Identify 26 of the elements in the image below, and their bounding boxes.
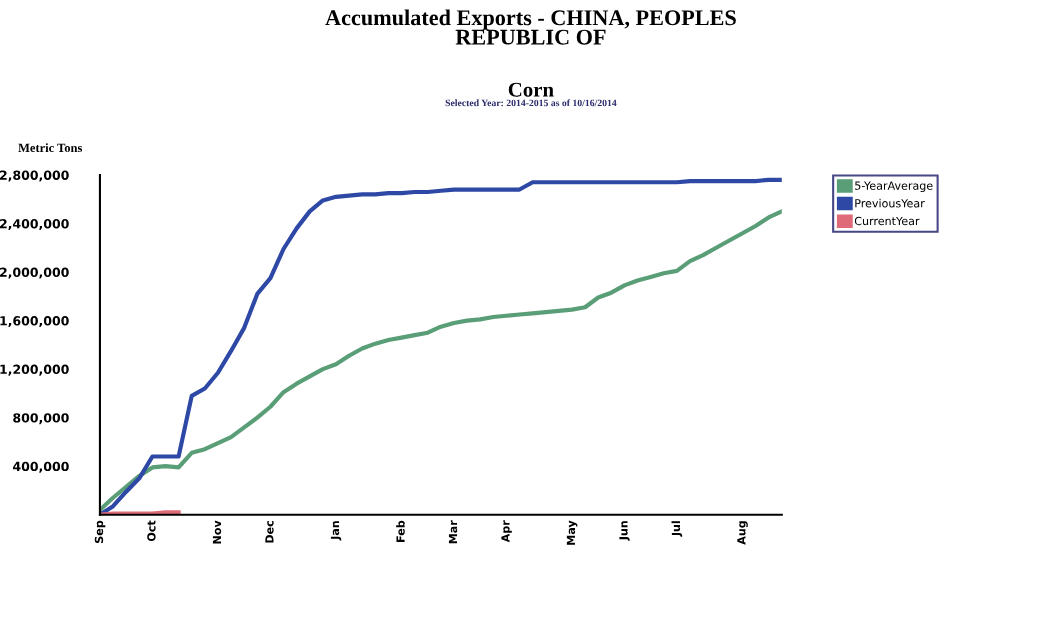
x-tick-label: May [566, 520, 578, 545]
y-tick-label: 800,000 [13, 413, 69, 425]
x-tick-label: Apr [501, 520, 512, 543]
legend-label: CurrentYear [854, 216, 920, 226]
x-tick-label: Dec [265, 521, 274, 543]
x-tick-label: Jan [330, 521, 342, 541]
y-tick-label: 2,000,000 [0, 267, 69, 279]
y-tick-label: 2,400,000 [0, 219, 69, 231]
legend-label: PreviousYear [855, 198, 925, 208]
x-tick-label: Aug [737, 521, 748, 545]
x-tick-label: Feb [396, 520, 405, 542]
x-tick-label: Mar [448, 520, 458, 544]
chart-subtitle: Corn [508, 82, 554, 97]
y-tick-label: 2,800,000 [0, 170, 69, 182]
y-tick-label: 1,600,000 [0, 316, 69, 328]
text: Selected Year: 2014-2015 as of 10/16/2014 [445, 99, 617, 107]
x-tick-label: Jul [671, 521, 683, 537]
x-tick-label: Nov [212, 520, 222, 544]
y-tick-label: 1,200,000 [0, 364, 69, 376]
x-tick-label: Oct [147, 520, 156, 542]
y-axis-title: Metric Tons [18, 143, 83, 153]
y-tick-label: 400,000 [13, 461, 69, 473]
x-tick-label: Sep [94, 520, 106, 543]
x-tick-label: Jun [619, 521, 630, 541]
legend-label: 5-YearAverage [855, 181, 933, 192]
chart-title: Accumulated Exports - CHINA, PEOPLES REPUBLIC OF [325, 9, 736, 45]
